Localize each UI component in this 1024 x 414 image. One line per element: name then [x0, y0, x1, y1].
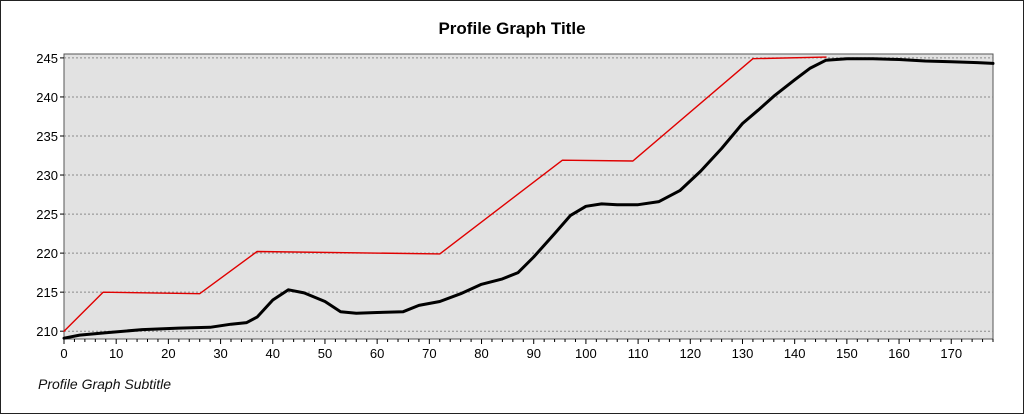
- y-tick-label: 220: [36, 246, 58, 261]
- plot-area: [63, 53, 994, 340]
- x-tick-label: 120: [679, 346, 701, 361]
- x-tick-label: 20: [161, 346, 175, 361]
- x-tick-label: 170: [940, 346, 962, 361]
- x-tick-label: 0: [60, 346, 67, 361]
- x-tick-label: 80: [474, 346, 488, 361]
- x-tick-label: 90: [526, 346, 540, 361]
- y-tick-label: 240: [36, 90, 58, 105]
- y-tick-label: 215: [36, 285, 58, 300]
- chart-subtitle: Profile Graph Subtitle: [38, 376, 172, 392]
- x-tick-label: 150: [836, 346, 858, 361]
- y-tick-label: 230: [36, 168, 58, 183]
- chart-title: Profile Graph Title: [438, 19, 586, 38]
- x-tick-label: 130: [732, 346, 754, 361]
- x-tick-label: 60: [370, 346, 384, 361]
- y-tick-label: 235: [36, 129, 58, 144]
- x-tick-label: 30: [213, 346, 227, 361]
- x-tick-label: 160: [888, 346, 910, 361]
- x-tick-label: 40: [266, 346, 280, 361]
- x-tick-label: 140: [784, 346, 806, 361]
- x-tick-label: 100: [575, 346, 597, 361]
- x-tick-label: 110: [628, 346, 649, 361]
- y-tick-label: 245: [36, 51, 58, 66]
- y-tick-label: 210: [36, 324, 58, 339]
- x-tick-label: 70: [422, 346, 436, 361]
- x-tick-label: 50: [318, 346, 332, 361]
- x-tick-label: 10: [109, 346, 123, 361]
- y-tick-label: 225: [36, 207, 58, 222]
